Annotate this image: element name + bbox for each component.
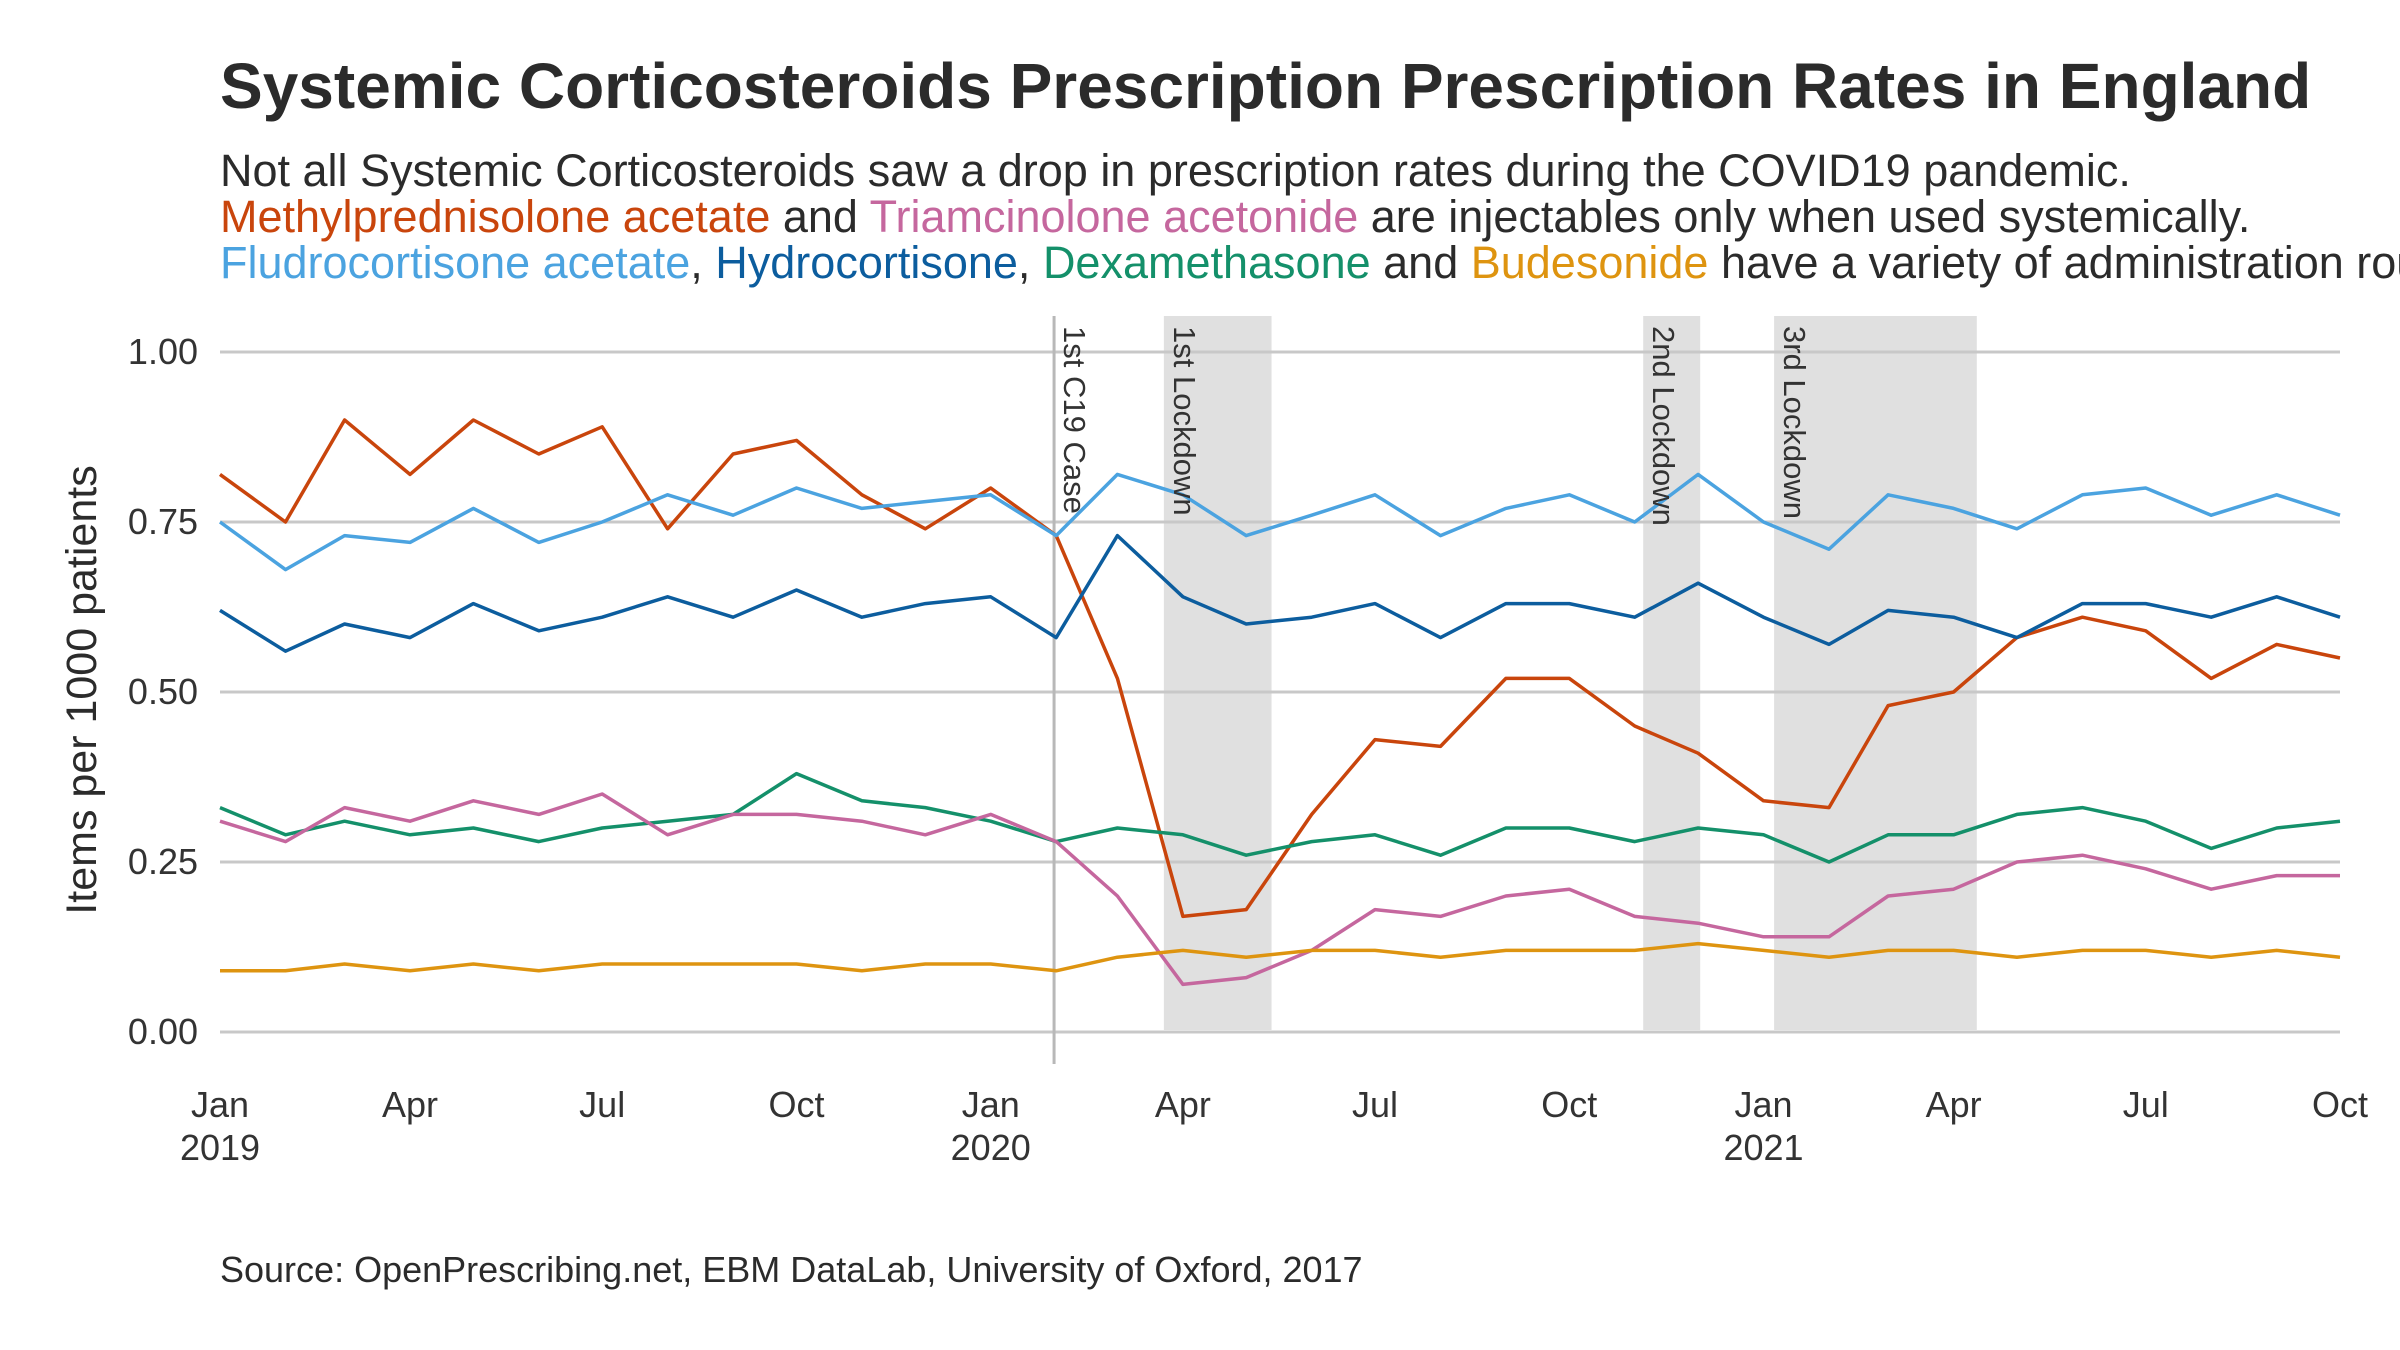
event-label: 3rd Lockdown xyxy=(1777,326,1812,519)
x-tick-label: Oct xyxy=(1541,1084,1597,1125)
y-tick-label: 1.00 xyxy=(128,331,198,372)
subtitle-line-3-segment: have a variety of administration routes. xyxy=(1708,237,2400,288)
x-tick-label: Jul xyxy=(2123,1084,2169,1125)
subtitle-line-3: Fludrocortisone acetate, Hydrocortisone,… xyxy=(220,237,2400,288)
x-tick-year-label: 2019 xyxy=(180,1127,260,1168)
series-line xyxy=(220,941,2341,973)
lockdown-band xyxy=(1774,316,1977,1030)
series-line xyxy=(219,533,2341,653)
x-tick-label: Apr xyxy=(382,1084,438,1125)
x-tick-year-label: 2020 xyxy=(951,1127,1031,1168)
subtitle-line-2-segment: Triamcinolone acetonide xyxy=(870,191,1359,242)
series-line xyxy=(218,472,2341,572)
y-tick-label: 0.50 xyxy=(128,671,198,712)
subtitle-line-2-segment: Methylprednisolone acetate xyxy=(220,191,770,242)
y-tick-label: 0.00 xyxy=(128,1011,198,1052)
x-tick-year-label: 2021 xyxy=(1723,1127,1803,1168)
series-line xyxy=(218,418,2341,919)
event-label: 1st C19 Case xyxy=(1057,326,1092,514)
lockdown-bands xyxy=(1163,316,1977,1030)
y-tick-label: 0.25 xyxy=(128,841,198,882)
x-tick-label: Jan xyxy=(191,1084,249,1125)
y-tick-label: 0.75 xyxy=(128,501,198,542)
subtitle-line-3-segment: and xyxy=(1371,237,1471,288)
series-line xyxy=(219,771,2341,864)
x-tick-label: Apr xyxy=(1926,1084,1982,1125)
x-tick-label: Apr xyxy=(1155,1084,1211,1125)
event-label: 1st Lockdown xyxy=(1167,326,1202,516)
subtitle-line-3-segment: Budesonide xyxy=(1471,237,1709,288)
source-caption: Source: OpenPrescribing.net, EBM DataLab… xyxy=(220,1249,1363,1290)
subtitle-line-3-segment: , xyxy=(690,237,715,288)
event-label: 2nd Lockdown xyxy=(1646,326,1681,526)
subtitle-line-2-segment: and xyxy=(770,191,869,242)
subtitle-line-2: Methylprednisolone acetate and Triamcino… xyxy=(220,191,2250,242)
event-labels: 1st Lockdown 2nd Lockdown 3rd Lockdown 1st … xyxy=(1057,326,1812,526)
lockdown-band xyxy=(1643,316,1701,1030)
x-tick-label: Jul xyxy=(579,1084,625,1125)
subtitle-line-3-segment: , xyxy=(1018,237,1043,288)
x-tick-label: Oct xyxy=(768,1084,824,1125)
subtitle-line-2-segment: are injectables only when used systemica… xyxy=(1358,191,2250,242)
subtitle-line-1: Not all Systemic Corticosteroids saw a d… xyxy=(220,145,2131,196)
x-tick-label: Jan xyxy=(1735,1084,1793,1125)
x-tick-label: Jan xyxy=(962,1084,1020,1125)
subtitle-line-3-segment: Fludrocortisone acetate xyxy=(220,237,690,288)
y-axis-ticks: 0.00 0.25 0.50 0.75 1.00 xyxy=(128,331,198,1052)
series-line xyxy=(219,792,2340,987)
x-tick-label: Oct xyxy=(2312,1084,2368,1125)
subtitle-line-3-segment: Hydrocortisone xyxy=(715,237,1018,288)
x-tick-label: Jul xyxy=(1352,1084,1398,1125)
chart-title: Systemic Corticosteroids Prescription Pr… xyxy=(220,50,2311,122)
y-axis-label: Items per 1000 patients xyxy=(58,465,106,914)
gridlines xyxy=(220,350,2340,1034)
series-lines xyxy=(218,418,2341,987)
subtitle-line-3-segment: Dexamethasone xyxy=(1043,237,1371,288)
